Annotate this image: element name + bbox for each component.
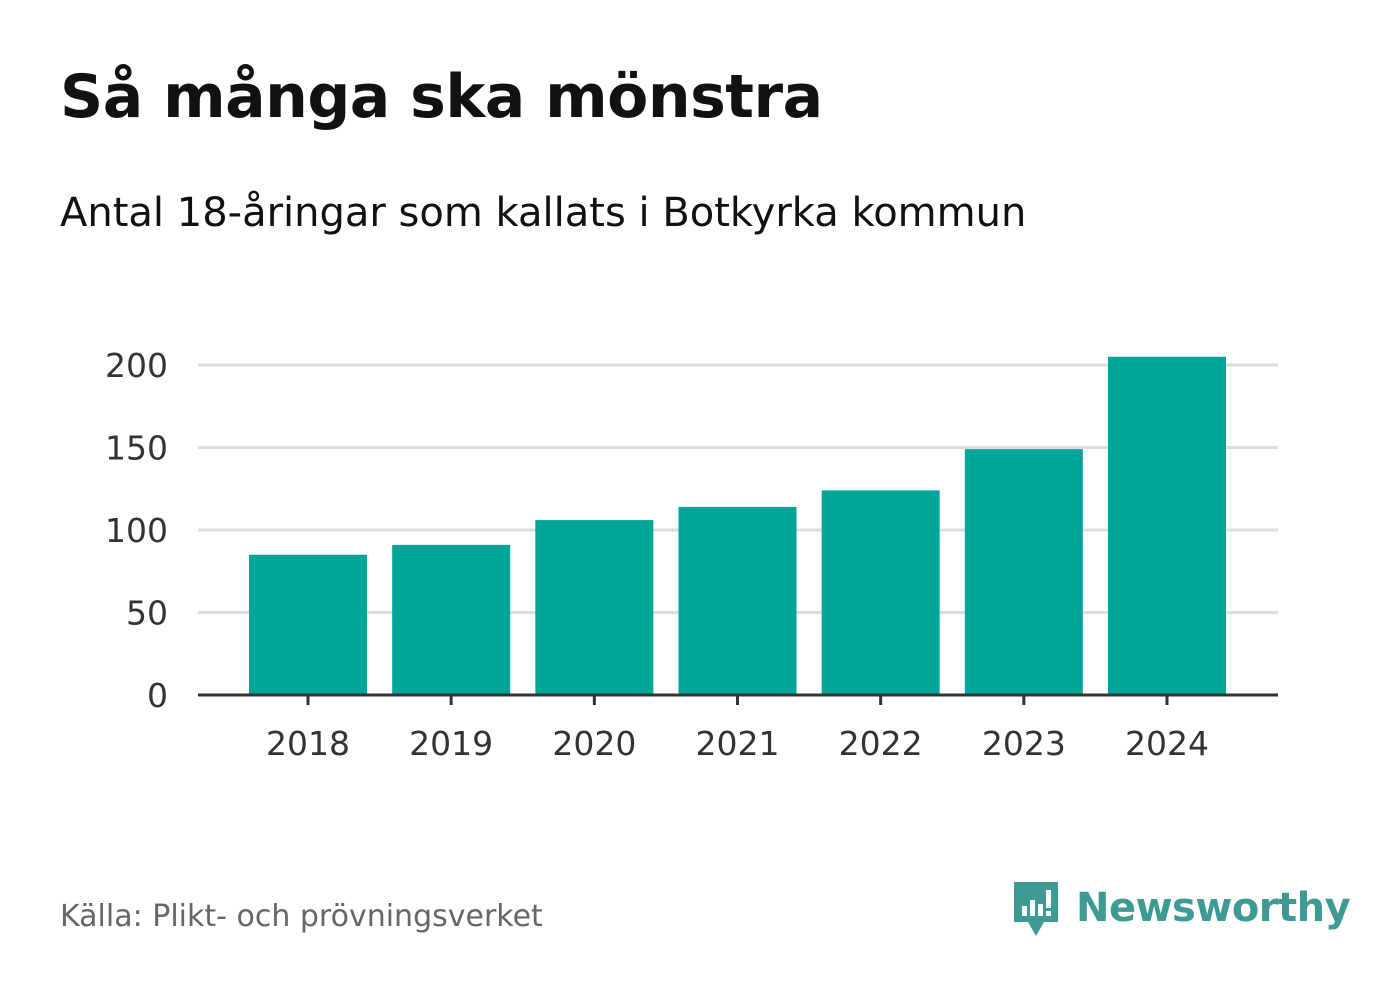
x-tick-label-2020: 2020 [552,724,636,763]
bar-2018 [249,554,367,695]
y-tick-label-0: 0 [147,676,168,715]
x-tick-label-2018: 2018 [266,724,350,763]
x-tick-label-2019: 2019 [409,724,493,763]
chart-title: Så många ska mönstra [60,62,823,132]
brand-name: Newsworthy [1076,885,1351,931]
source-note: Källa: Plikt- och prövningsverket [60,899,543,934]
bar-2022 [821,490,940,695]
bar-2020 [535,520,654,695]
bar-2023 [964,449,1083,695]
bar-2019 [392,544,511,695]
x-tick-label-2021: 2021 [696,724,780,763]
x-tick-label-2024: 2024 [1125,724,1209,763]
bar-2024 [1108,356,1226,695]
y-tick-label-100: 100 [105,511,168,550]
chart-subtitle: Antal 18-åringar som kallats i Botkyrka … [60,190,1027,236]
y-tick-label-50: 50 [126,594,168,633]
y-tick-label-150: 150 [105,429,168,468]
newsworthy-logo: Newsworthy [1010,878,1351,938]
x-tick-label-2023: 2023 [982,724,1066,763]
y-tick-label-200: 200 [105,346,168,385]
x-tick-label-2022: 2022 [839,724,923,763]
axes: 0 50 100 150 200 2018 2019 2020 2021 2022 2023 2024 [105,346,1278,763]
bars [249,356,1226,695]
bar-2021 [678,506,797,695]
speech-bubble-chart-icon [1014,882,1058,936]
